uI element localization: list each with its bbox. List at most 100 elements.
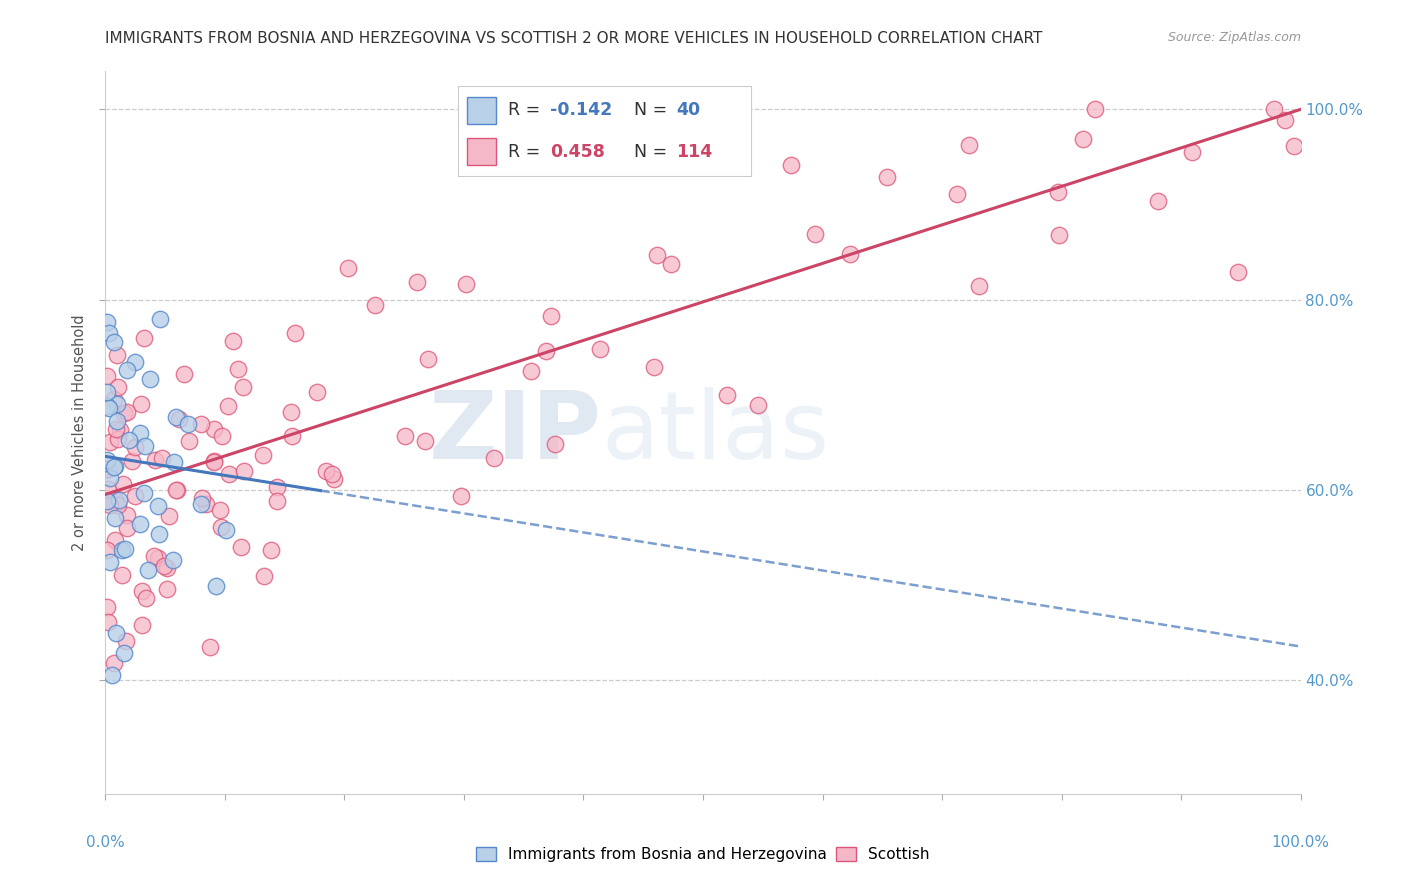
Point bbox=[166, 483, 188, 497]
Point bbox=[520, 364, 543, 378]
Point bbox=[98, 401, 121, 415]
Point bbox=[190, 417, 212, 431]
Point bbox=[98, 555, 121, 569]
Point bbox=[150, 450, 173, 465]
Point bbox=[337, 260, 360, 275]
Point bbox=[190, 497, 212, 511]
Point bbox=[124, 355, 146, 369]
Point bbox=[945, 187, 967, 202]
Point bbox=[96, 542, 118, 557]
Point bbox=[138, 563, 160, 577]
Point bbox=[645, 248, 668, 262]
Point bbox=[128, 516, 150, 531]
Point bbox=[1227, 265, 1250, 279]
Point bbox=[176, 417, 198, 431]
Point bbox=[103, 334, 125, 349]
Point bbox=[107, 432, 129, 446]
Point bbox=[450, 489, 472, 503]
Point bbox=[364, 297, 387, 311]
Legend: Immigrants from Bosnia and Herzegovina, Scottish: Immigrants from Bosnia and Herzegovina, … bbox=[470, 841, 936, 868]
Point bbox=[496, 127, 519, 141]
Point bbox=[114, 541, 136, 556]
Point bbox=[104, 493, 127, 508]
Point bbox=[252, 448, 274, 462]
Point bbox=[716, 388, 738, 402]
Point bbox=[96, 369, 118, 384]
Point bbox=[321, 467, 343, 482]
Point bbox=[146, 551, 169, 566]
Point bbox=[307, 385, 329, 400]
Point bbox=[202, 453, 225, 467]
Point bbox=[124, 489, 146, 503]
Text: ZIP: ZIP bbox=[429, 386, 602, 479]
Point bbox=[1084, 103, 1107, 117]
Point bbox=[643, 360, 665, 375]
Point bbox=[132, 331, 155, 345]
Point bbox=[97, 326, 120, 340]
Point bbox=[209, 520, 232, 534]
Point bbox=[115, 363, 138, 377]
Point bbox=[456, 277, 478, 291]
Point bbox=[104, 510, 127, 524]
Point bbox=[167, 412, 190, 426]
Point bbox=[1181, 145, 1204, 160]
Point bbox=[209, 502, 232, 516]
Point bbox=[149, 311, 172, 326]
Point bbox=[211, 429, 233, 443]
Point bbox=[105, 348, 128, 362]
Point bbox=[96, 385, 118, 400]
Point bbox=[104, 533, 127, 547]
Point bbox=[134, 439, 156, 453]
Point bbox=[1073, 132, 1095, 146]
Point bbox=[148, 527, 170, 541]
Point bbox=[202, 455, 225, 469]
Point bbox=[103, 460, 125, 475]
Point bbox=[1282, 138, 1305, 153]
Point bbox=[202, 422, 225, 436]
Point bbox=[259, 543, 281, 558]
Point bbox=[544, 437, 567, 451]
Point bbox=[121, 454, 143, 468]
Point bbox=[145, 453, 167, 467]
Point bbox=[747, 398, 769, 412]
Point bbox=[131, 584, 153, 599]
Point bbox=[96, 462, 118, 476]
Y-axis label: 2 or more Vehicles in Household: 2 or more Vehicles in Household bbox=[72, 314, 87, 551]
Point bbox=[967, 279, 990, 293]
Point bbox=[394, 428, 416, 442]
Point bbox=[253, 569, 276, 583]
Point bbox=[96, 600, 118, 615]
Point bbox=[162, 553, 184, 567]
Point bbox=[416, 352, 439, 367]
Point bbox=[132, 485, 155, 500]
Point bbox=[107, 499, 129, 513]
Point bbox=[98, 471, 121, 485]
Point bbox=[173, 368, 195, 382]
Point bbox=[222, 334, 245, 348]
Point bbox=[139, 372, 162, 386]
Point bbox=[1046, 185, 1069, 199]
Point bbox=[115, 508, 138, 523]
Point bbox=[534, 343, 557, 358]
Point bbox=[957, 137, 980, 152]
Point bbox=[146, 499, 169, 513]
Point bbox=[876, 169, 898, 184]
Point bbox=[98, 435, 121, 450]
Point bbox=[229, 541, 252, 555]
Point bbox=[156, 561, 179, 575]
Point bbox=[115, 405, 138, 419]
Point bbox=[405, 275, 427, 289]
Point bbox=[482, 451, 505, 466]
Point bbox=[153, 559, 176, 574]
Point bbox=[107, 492, 129, 507]
Point bbox=[177, 434, 200, 448]
Point bbox=[589, 342, 612, 356]
Point bbox=[1263, 103, 1285, 117]
Point bbox=[281, 428, 304, 442]
Point bbox=[98, 498, 121, 512]
Point bbox=[101, 668, 124, 682]
Point bbox=[107, 380, 129, 394]
Point bbox=[226, 362, 249, 376]
Point bbox=[105, 396, 128, 410]
Point bbox=[232, 380, 254, 394]
